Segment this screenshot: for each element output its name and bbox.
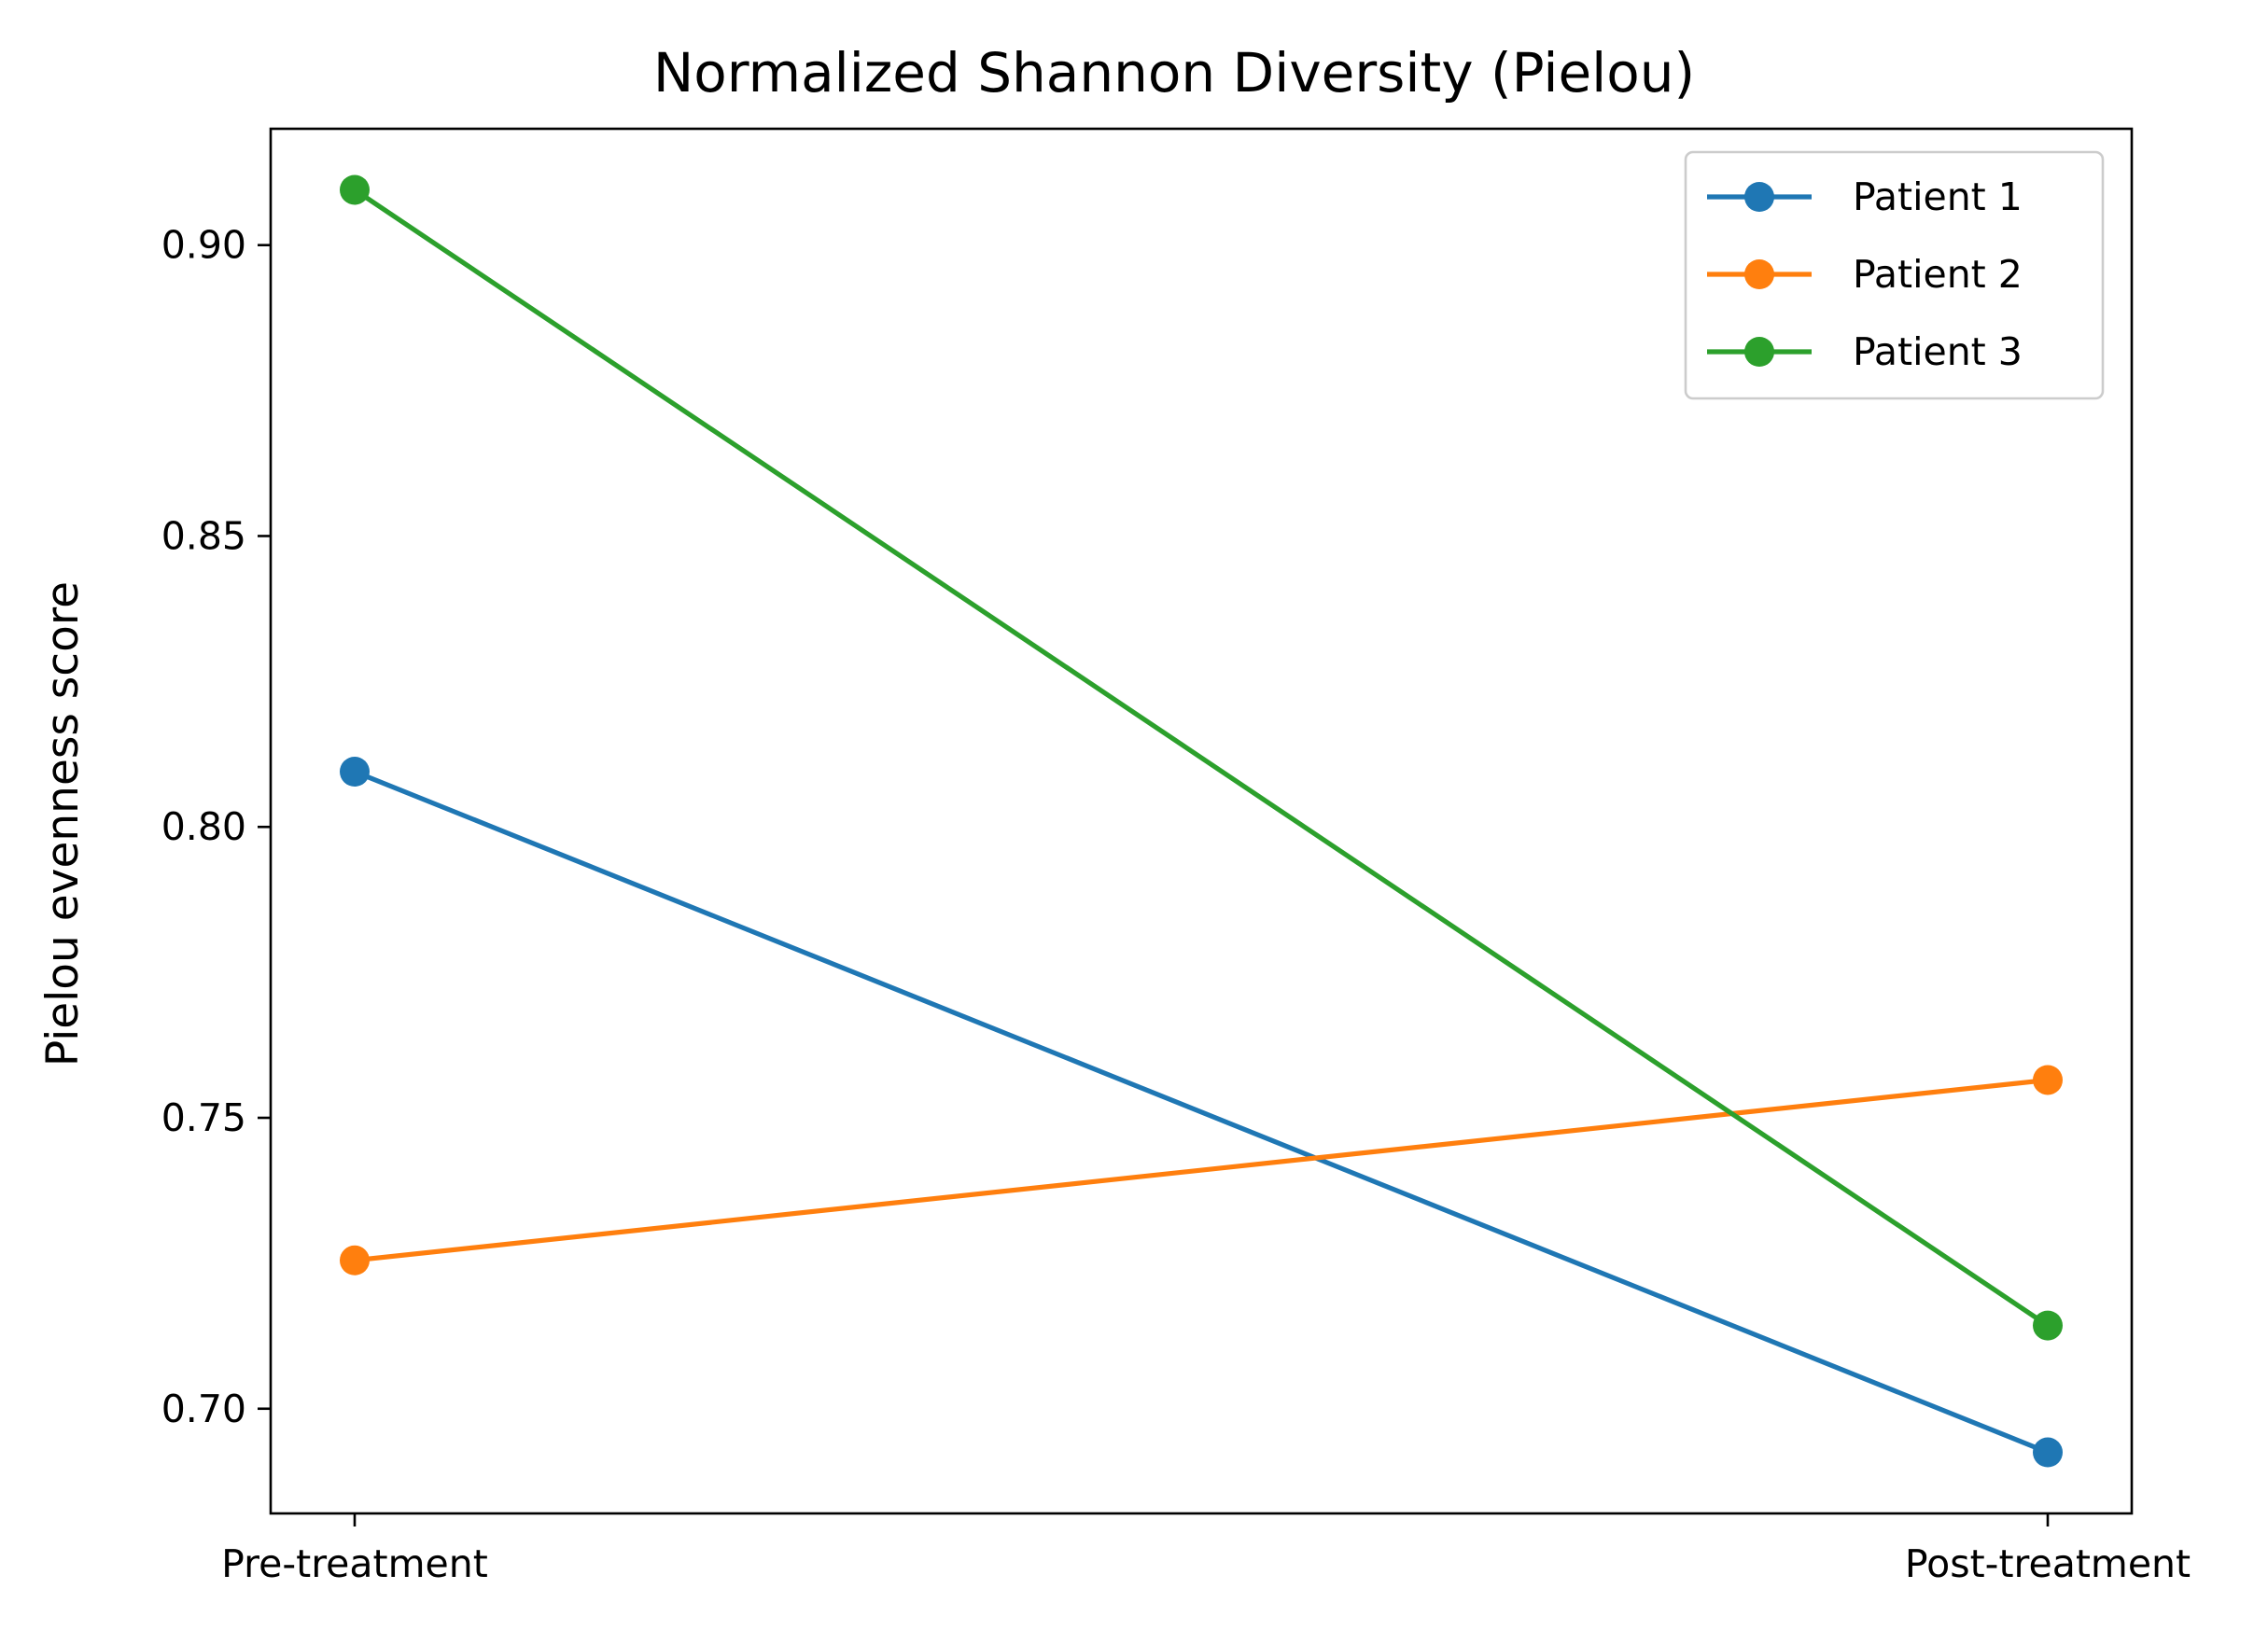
data-point [2033,1310,2063,1341]
y-tick-label: 0.85 [161,513,246,558]
plot-area-frame [269,127,2134,1515]
series-line [351,768,2051,1456]
legend-item: Patient 3 [1707,329,2023,374]
series-group [340,174,2063,1341]
y-tick-label: 0.70 [161,1387,246,1431]
series-group [340,1065,2063,1276]
legend-swatch-marker [1744,337,1774,367]
data-point [340,757,370,787]
chart-title: Normalized Shannon Diversity (Pielou) [653,41,1695,105]
plot-series [340,174,2063,1468]
y-tick-label: 0.80 [161,804,246,849]
data-point [2033,1065,2063,1095]
legend-item: Patient 2 [1707,252,2023,297]
series-group [340,757,2063,1468]
x-tick-label: Pre-treatment [221,1541,488,1586]
data-point [2033,1437,2063,1468]
legend-box [1684,150,2105,400]
legend-item: Patient 1 [1707,174,2023,219]
y-axis-title: Pielou evenness score [37,581,89,1066]
y-tick-label: 0.75 [161,1095,246,1140]
y-axis: 0.70 0.75 0.80 0.85 0.90 [161,223,271,1431]
legend-label: Patient 2 [1853,252,2023,297]
legend-swatch-marker [1744,182,1774,212]
series-line [351,186,2051,1330]
data-point [340,1245,370,1276]
legend: Patient 1 Patient 2 Patient 3 [1684,150,2105,400]
legend-items: Patient 1 Patient 2 Patient 3 [1707,174,2023,374]
legend-label: Patient 1 [1853,174,2023,219]
y-tick-label: 0.90 [161,223,246,268]
data-point [340,174,370,205]
legend-label: Patient 3 [1853,329,2023,374]
x-axis: Pre-treatment Post-treatment [221,1513,2191,1586]
series-line [352,1077,2051,1263]
x-tick-label: Post-treatment [1905,1541,2191,1586]
legend-swatch-marker [1744,259,1774,289]
